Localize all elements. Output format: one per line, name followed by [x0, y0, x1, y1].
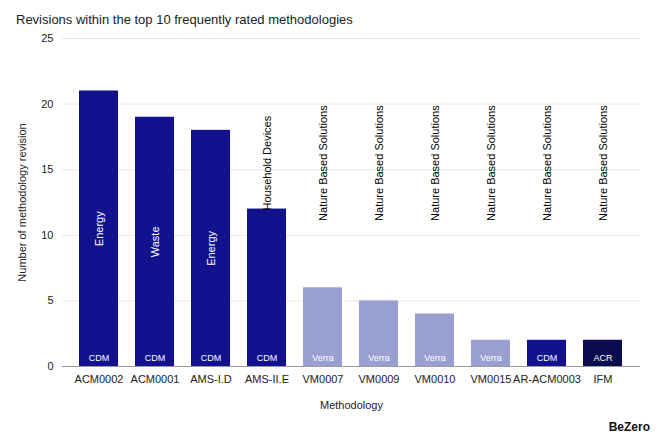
svg-text:IFM: IFM — [594, 373, 613, 385]
svg-text:Energy: Energy — [205, 230, 217, 265]
html-text:BeZero: BeZero — [608, 420, 650, 434]
svg-text:15: 15 — [41, 163, 53, 175]
svg-text:10: 10 — [41, 229, 53, 241]
svg-text:Nature Based Solutions: Nature Based Solutions — [541, 105, 553, 221]
svg-text:Household Devices: Household Devices — [261, 115, 273, 210]
svg-text:Verra: Verra — [368, 353, 390, 363]
svg-text:Methodology: Methodology — [320, 399, 383, 411]
svg-text:CDM: CDM — [89, 353, 110, 363]
svg-text:Verra: Verra — [312, 353, 334, 363]
svg-text:25: 25 — [41, 32, 53, 44]
svg-text:Nature Based Solutions: Nature Based Solutions — [485, 105, 497, 221]
svg-text:0: 0 — [47, 360, 53, 372]
svg-text:Verra: Verra — [424, 353, 446, 363]
svg-text:VM0015: VM0015 — [471, 373, 512, 385]
svg-text:20: 20 — [41, 98, 53, 110]
svg-text:AMS-I.D: AMS-I.D — [190, 373, 232, 385]
svg-text:CDM: CDM — [257, 353, 278, 363]
svg-text:AMS-II.E: AMS-II.E — [245, 373, 289, 385]
svg-text:ACR: ACR — [593, 353, 613, 363]
svg-text:CDM: CDM — [145, 353, 166, 363]
svg-text:Nature Based Solutions: Nature Based Solutions — [597, 105, 609, 221]
svg-text:ACM0001: ACM0001 — [131, 373, 180, 385]
svg-text:VM0010: VM0010 — [415, 373, 456, 385]
svg-text:CDM: CDM — [201, 353, 222, 363]
svg-text:5: 5 — [47, 294, 53, 306]
svg-text:AR-ACM0003: AR-ACM0003 — [513, 373, 581, 385]
svg-text:Nature Based Solutions: Nature Based Solutions — [373, 105, 385, 221]
svg-text:CDM: CDM — [537, 353, 558, 363]
svg-text:VM0009: VM0009 — [359, 373, 400, 385]
svg-text:Energy: Energy — [93, 211, 105, 246]
svg-text:Number of methodology revision: Number of methodology revision — [16, 123, 28, 281]
html-text:Revisions within the top 10 fr: Revisions within the top 10 frequently r… — [16, 12, 353, 27]
svg-text:Nature Based Solutions: Nature Based Solutions — [317, 105, 329, 221]
svg-text:Waste: Waste — [149, 226, 161, 257]
svg-text:ACM0002: ACM0002 — [75, 373, 124, 385]
svg-text:Verra: Verra — [480, 353, 502, 363]
svg-text:Nature Based Solutions: Nature Based Solutions — [429, 105, 441, 221]
svg-text:VM0007: VM0007 — [303, 373, 344, 385]
